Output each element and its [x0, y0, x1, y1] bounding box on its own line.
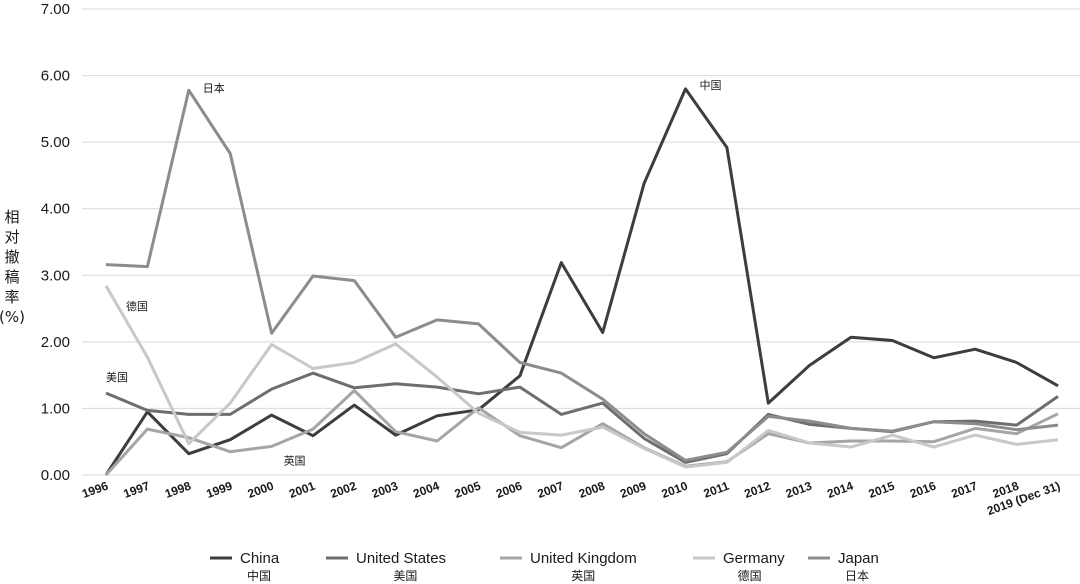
- legend-label: China: [240, 550, 280, 567]
- x-tick-label: 2008: [577, 479, 607, 501]
- y-tick-label: 3.00: [41, 267, 70, 284]
- y-tick-label: 5.00: [41, 134, 70, 151]
- x-tick-label: 1999: [204, 479, 234, 501]
- y-tick-label: 2.00: [41, 334, 70, 351]
- legend-label: United Kingdom: [530, 550, 637, 567]
- line-annotation: 中国: [699, 79, 721, 92]
- legend-label: Japan: [838, 550, 879, 567]
- gridlines: [82, 8, 1080, 476]
- y-axis-ticks: 0.00 1.00 2.00 3.00 4.00 5.00 6.00 7.00: [41, 1, 70, 484]
- legend-label-zh: 德国: [738, 568, 762, 583]
- line-annotation: 德国: [126, 299, 148, 313]
- y-tick-label: 7.00: [41, 1, 70, 18]
- x-tick-label: 2000: [246, 479, 276, 501]
- legend-item: United Kingdom 英国: [500, 550, 637, 583]
- y-label-char: 相: [4, 208, 19, 226]
- line-annotation: 美国: [106, 371, 128, 384]
- x-tick-label: 1997: [122, 479, 152, 501]
- y-label-char: 撤: [4, 248, 19, 266]
- y-label-char: 稿: [4, 268, 19, 286]
- x-tick-label: 2014: [825, 479, 855, 501]
- x-tick-label: 2012: [742, 479, 772, 501]
- x-tick-label: 2011: [702, 479, 732, 501]
- x-tick-label: 2013: [784, 479, 814, 501]
- x-tick-label: 2007: [535, 479, 565, 501]
- legend-item: United States 美国: [326, 550, 446, 583]
- x-tick-label: 2003: [370, 479, 400, 501]
- x-tick-label: 2002: [328, 479, 358, 501]
- series-line-japan: [105, 88, 1059, 462]
- legend-label-zh: 日本: [845, 569, 869, 583]
- x-tick-label: 2009: [618, 479, 648, 501]
- x-tick-label: 1996: [80, 479, 110, 501]
- x-tick-label: 2015: [867, 479, 897, 501]
- x-tick-label: 2005: [453, 479, 483, 501]
- legend-label: United States: [356, 550, 446, 567]
- x-tick-label: 2017: [949, 479, 979, 501]
- line-annotation: 英国: [284, 453, 306, 467]
- x-tick-label: 2010: [660, 479, 690, 501]
- legend-label: Germany: [723, 550, 785, 567]
- legend-label-zh: 中国: [247, 568, 271, 583]
- y-tick-label: 4.00: [41, 201, 70, 218]
- x-axis-ticks: 1996 1997 1998 1999 2000 2001 2002 2003 2004 2005…: [80, 479, 1062, 519]
- y-tick-label: 1.00: [41, 400, 70, 417]
- y-label-char: 率: [4, 288, 19, 306]
- legend-item: Japan 日本: [808, 550, 879, 583]
- legend-label-zh: 英国: [571, 569, 595, 583]
- y-label-char: 对: [4, 228, 19, 246]
- series-line-united-kingdom: [104, 389, 1059, 477]
- series-lines: [104, 87, 1059, 477]
- x-tick-label: 2004: [411, 479, 441, 501]
- y-tick-label: 6.00: [41, 68, 70, 85]
- x-tick-label: 1998: [163, 479, 193, 501]
- legend-label-zh: 美国: [393, 569, 417, 583]
- x-tick-label: 2001: [287, 479, 317, 501]
- y-label-char: (%): [0, 308, 25, 326]
- x-tick-label: 2016: [908, 479, 938, 501]
- series-line-germany: [104, 285, 1059, 469]
- series-line-china: [104, 87, 1059, 476]
- y-tick-label: 0.00: [41, 467, 70, 484]
- x-tick-label: 2006: [494, 479, 524, 501]
- line-annotation: 日本: [203, 81, 225, 95]
